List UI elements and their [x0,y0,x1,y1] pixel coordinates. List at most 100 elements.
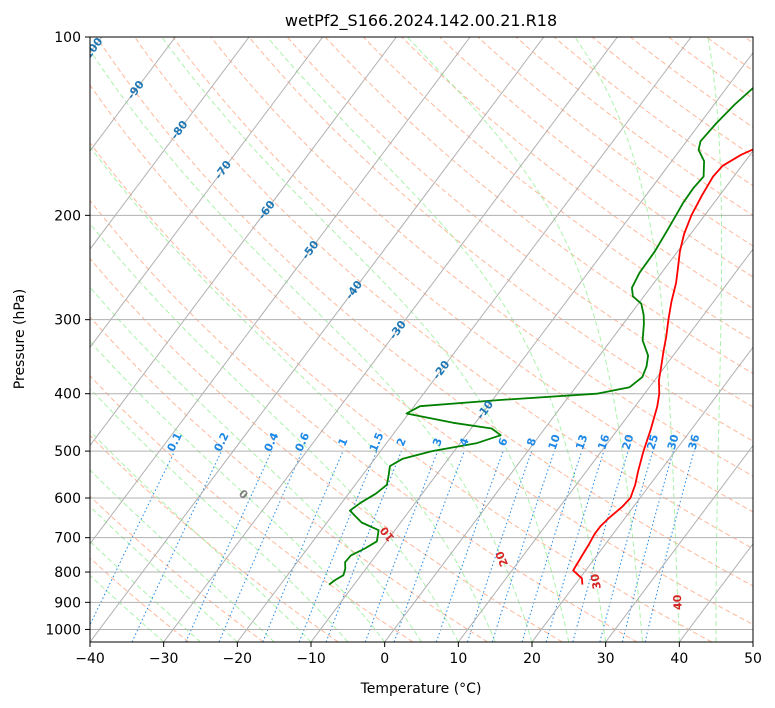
moist-adiabat [90,387,349,642]
dry-adiabat [172,37,753,513]
moist-adiabat [707,37,723,642]
moist-adiabat-label: 20 [493,549,511,569]
dry-adiabat [515,37,753,217]
pressure-gridlines [90,37,753,630]
isotherm [236,37,692,642]
moist-adiabat [574,37,680,642]
isotherm [752,641,753,642]
mixing-ratio-line [262,450,344,642]
dry-adiabat [134,37,753,550]
isotherm [90,37,397,447]
mixing-ratio-label: 25 [644,433,661,451]
mixing-ratio-label: 20 [620,433,637,452]
mixing-ratio-label: 3 [430,436,445,448]
dry-adiabat [553,37,753,187]
moist-adiabat [90,49,533,642]
y-axis-ticks: 100 200 300 400 500 600 700 800 900 1000 [45,30,90,638]
mixing-ratio-label: 30 [665,433,682,452]
isotherm-label: -30 [387,318,410,342]
y-tick-label: 500 [54,444,81,460]
mixing-ratio-label: 0.1 [165,430,185,453]
x-tick-label: 30 [597,651,615,667]
x-tick-label: −30 [149,651,179,667]
isotherm [605,444,753,642]
mixing-ratio-line [491,450,555,642]
moist-adiabat-label: 40 [671,594,685,610]
mixing-ratio-label: 0.4 [262,430,282,453]
x-tick-label: −40 [75,651,105,667]
dry-adiabat [90,257,563,642]
y-tick-label: 300 [54,313,81,329]
mixing-ratio-line [393,450,465,642]
y-tick-label: 600 [54,491,81,507]
x-tick-label: 10 [449,651,467,667]
isotherm [457,248,753,642]
y-tick-label: 1000 [45,622,81,638]
dry-adiabat [90,84,753,625]
mixing-ratio-line [521,450,583,642]
y-tick-label: 100 [54,30,81,46]
mixing-ratio-line [218,450,303,642]
mixing-ratio-label: 0.2 [212,431,232,454]
mixing-ratio-line [644,450,695,642]
mixing-ratio-line [435,450,504,642]
isotherm-label: -20 [430,358,453,382]
dry-adiabat [90,199,638,642]
isotherm [90,37,545,642]
mixing-ratio-label: 10 [546,432,563,451]
mixing-ratio-line [572,450,629,642]
x-axis-label: Temperature (°C) [360,681,482,697]
moist-adiabat [90,340,386,642]
y-tick-label: 200 [54,208,81,224]
moist-adiabats [90,37,723,642]
mixing-ratio-line [545,450,605,642]
dry-adiabat [439,37,753,278]
moist-adiabat [90,469,275,642]
moist-adiabat [90,540,201,642]
mixing-ratio-line [467,450,533,642]
mixing-ratio-line [599,450,654,642]
profile-lines [328,86,753,586]
x-tick-label: 0 [380,651,389,667]
moist-adiabat [161,37,570,642]
isotherm-label: -50 [299,238,322,262]
isotherm [90,37,471,545]
y-tick-label: 800 [54,565,81,581]
dry-adiabat [90,141,712,642]
isotherm [90,37,250,250]
chart-title: wetPf2_S166.2024.142.00.21.R18 [285,11,557,31]
x-tick-label: 40 [670,651,688,667]
isotherm [90,37,324,349]
moist-adiabat [90,222,459,642]
y-axis-label: Pressure (hPa) [12,289,28,389]
y-tick-label: 900 [54,595,81,611]
moist-adiabat-label: 10 [377,524,397,544]
y-tick-label: 700 [54,531,81,547]
dry-adiabat [286,37,753,408]
moist-adiabat-label: 30 [588,573,603,591]
isotherm [90,37,176,152]
dry-adiabat [324,37,753,375]
x-tick-label: 20 [523,651,541,667]
dry-adiabat [744,37,753,44]
x-tick-label: −20 [223,651,253,667]
mixing-ratio-label: 6 [496,436,511,448]
dry-adiabats [90,37,753,642]
mixing-ratio-line [621,450,674,642]
mixing-ratio-label: 2 [394,436,409,448]
moist-adiabat [406,37,643,642]
dewpoint-line [328,86,753,586]
mixing-ratio-line [325,450,402,642]
isotherm-label: -60 [256,198,279,222]
dry-adiabat [90,375,414,642]
dry-adiabat [96,37,753,587]
mixing-ratio-line [185,450,272,642]
isotherm [163,37,618,642]
mixing-ratio-label: 1 [336,436,351,448]
moist-adiabat [266,37,607,642]
mixing-ratio-label: 1.5 [367,431,387,454]
isotherm-label: -100 [79,35,106,65]
mixing-ratio-line [90,450,176,626]
x-axis-ticks: −40 −30 −20 −10 0 10 20 30 40 50 [75,642,762,667]
